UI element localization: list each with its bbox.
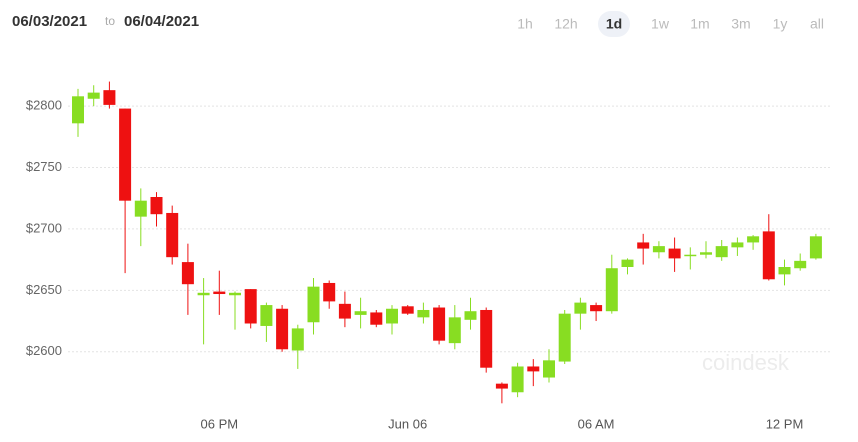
candle-body xyxy=(543,360,555,378)
candle-body xyxy=(72,96,84,124)
range-button[interactable]: 1w xyxy=(651,16,670,32)
y-tick-label: $2800 xyxy=(26,98,62,113)
y-tick-label: $2700 xyxy=(26,220,62,235)
candle-body xyxy=(103,90,116,105)
candle-body xyxy=(276,308,289,350)
candle-body xyxy=(244,289,257,324)
candle-body xyxy=(715,246,728,258)
candle-body xyxy=(134,200,147,217)
candle-body xyxy=(684,254,697,257)
range-button[interactable]: 3m xyxy=(731,16,750,32)
y-tick-label: $2750 xyxy=(26,159,62,174)
candle-body xyxy=(417,309,430,318)
range-button[interactable]: 1y xyxy=(773,16,788,32)
date-sep: to xyxy=(105,14,115,28)
candle-body xyxy=(637,242,650,249)
y-tick-label: $2650 xyxy=(26,282,62,297)
candle-body xyxy=(652,246,665,253)
range-button[interactable]: 12h xyxy=(554,16,577,32)
candle-body xyxy=(119,108,132,201)
candle-body xyxy=(354,311,367,315)
candle-body xyxy=(621,259,634,267)
range-button[interactable]: 1d xyxy=(606,16,622,32)
x-tick-label: 06 AM xyxy=(578,416,615,431)
candle-body xyxy=(590,305,603,312)
date-from: 06/03/2021 xyxy=(12,13,87,30)
x-tick-label: 06 PM xyxy=(201,416,239,431)
candle-body xyxy=(794,260,807,269)
candle-body xyxy=(809,236,822,259)
candle-body xyxy=(338,303,351,319)
x-tick-label: Jun 06 xyxy=(388,416,427,431)
candle-body xyxy=(527,366,540,372)
watermark: coindesk xyxy=(702,350,790,375)
candle-body xyxy=(401,306,414,314)
candle-body xyxy=(574,302,587,314)
candle-body xyxy=(181,262,194,285)
candle-body xyxy=(464,311,477,320)
candle-body xyxy=(213,291,226,295)
candle-body xyxy=(197,292,210,296)
candle-body xyxy=(307,286,320,323)
candle-body xyxy=(229,292,241,296)
date-to: 06/04/2021 xyxy=(124,13,199,30)
y-tick-label: $2600 xyxy=(26,343,62,358)
candle-body xyxy=(370,312,383,325)
candle-body xyxy=(480,309,493,368)
range-button[interactable]: 1m xyxy=(690,16,709,32)
candle-body xyxy=(166,212,179,258)
candle-body xyxy=(700,252,712,255)
candle-body xyxy=(150,197,163,215)
candle-body xyxy=(260,305,273,326)
range-button[interactable]: 1h xyxy=(517,16,533,32)
candle-body xyxy=(323,282,336,302)
candle-body xyxy=(386,308,398,324)
candle-body xyxy=(495,383,508,389)
candle-body xyxy=(558,313,571,362)
candle-body xyxy=(87,92,100,99)
candle-body xyxy=(731,242,744,248)
candle-body xyxy=(448,317,461,344)
candle-body xyxy=(778,267,791,275)
candle-body xyxy=(747,236,760,243)
candle-body xyxy=(605,268,618,312)
range-button-bg xyxy=(598,11,630,37)
candle-body xyxy=(668,248,681,259)
range-button[interactable]: all xyxy=(810,16,824,32)
candle-body xyxy=(511,366,524,393)
candle-body xyxy=(433,307,446,341)
candle-body xyxy=(762,231,775,280)
x-tick-label: 12 PM xyxy=(766,416,804,431)
candle-body xyxy=(291,328,304,351)
